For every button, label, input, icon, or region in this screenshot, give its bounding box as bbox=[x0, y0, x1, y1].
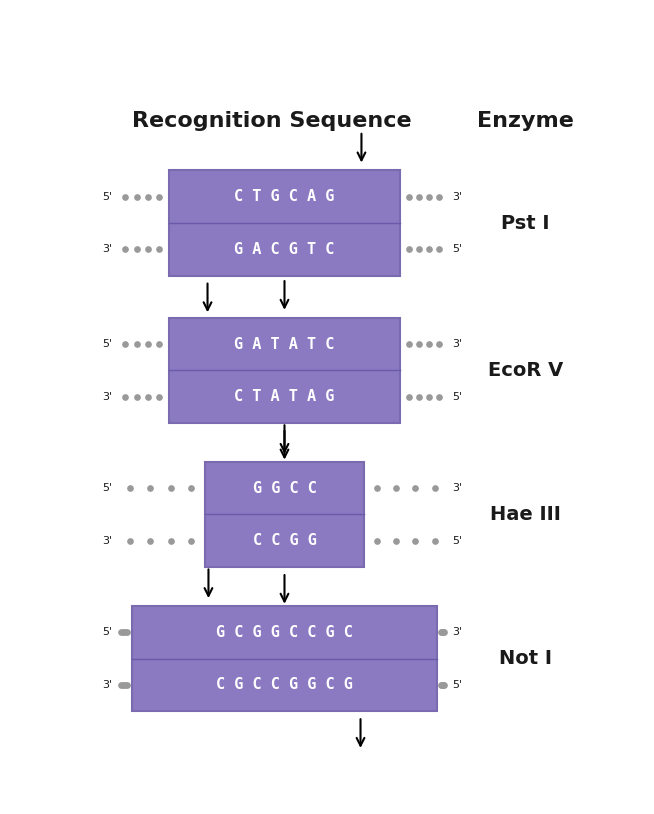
Text: EcoR V: EcoR V bbox=[488, 361, 563, 380]
Text: 5': 5' bbox=[452, 680, 462, 690]
Text: G A C G T C: G A C G T C bbox=[234, 242, 335, 257]
Text: Enzyme: Enzyme bbox=[477, 112, 574, 132]
Text: 5': 5' bbox=[452, 244, 462, 254]
Text: 5': 5' bbox=[102, 628, 112, 637]
Text: 3': 3' bbox=[452, 484, 462, 493]
Text: Not I: Not I bbox=[499, 649, 552, 668]
FancyBboxPatch shape bbox=[169, 170, 400, 276]
Text: G C G G C C G C: G C G G C C G C bbox=[216, 625, 353, 640]
Text: 5': 5' bbox=[452, 392, 462, 401]
Text: 5': 5' bbox=[102, 484, 112, 493]
Text: C C G G: C C G G bbox=[252, 533, 317, 549]
Text: C G C C G G C G: C G C C G G C G bbox=[216, 677, 353, 693]
Text: 5': 5' bbox=[102, 192, 112, 202]
Text: 3': 3' bbox=[102, 244, 112, 254]
Text: G G C C: G G C C bbox=[252, 480, 317, 496]
Text: 5': 5' bbox=[102, 339, 112, 349]
Text: 3': 3' bbox=[452, 192, 462, 202]
Text: Recognition Sequence: Recognition Sequence bbox=[132, 112, 411, 132]
Text: 5': 5' bbox=[452, 536, 462, 546]
FancyBboxPatch shape bbox=[132, 606, 437, 711]
Text: G A T A T C: G A T A T C bbox=[234, 336, 335, 352]
Text: 3': 3' bbox=[452, 628, 462, 637]
Text: C T G C A G: C T G C A G bbox=[234, 189, 335, 204]
Text: 3': 3' bbox=[102, 680, 112, 690]
Text: C T A T A G: C T A T A G bbox=[234, 389, 335, 405]
Text: Pst I: Pst I bbox=[501, 213, 549, 233]
Text: 3': 3' bbox=[102, 536, 112, 546]
Text: 3': 3' bbox=[102, 392, 112, 401]
Text: Hae III: Hae III bbox=[490, 505, 560, 524]
Text: 3': 3' bbox=[452, 339, 462, 349]
FancyBboxPatch shape bbox=[205, 462, 364, 567]
FancyBboxPatch shape bbox=[169, 317, 400, 423]
